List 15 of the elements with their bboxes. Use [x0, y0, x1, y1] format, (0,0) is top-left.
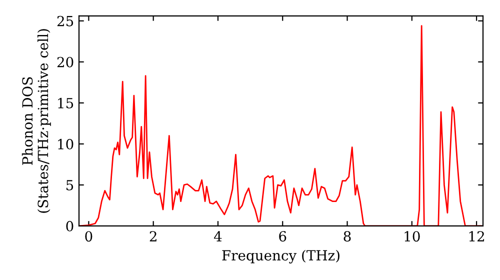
- y-tick-label: 25: [57, 16, 74, 26]
- y-tick-label: 15: [58, 98, 74, 108]
- y-tick-label: 10: [58, 138, 74, 150]
- y-axis-title: Phonon DOS (States/THz·primitive cell): [22, 29, 51, 213]
- x-tick-label: 6: [279, 231, 286, 242]
- y-tick-label: 0: [66, 220, 74, 232]
- x-tick-label: 10: [404, 231, 420, 242]
- y-tick-label: 5: [66, 180, 74, 190]
- x-tick-label: 4: [214, 231, 222, 242]
- y-tick-label: 20: [57, 56, 74, 68]
- x-tick-label: 8: [344, 231, 351, 242]
- x-tick-label: 2: [150, 231, 156, 242]
- x-tick-label: 12: [469, 231, 484, 242]
- x-axis-title: Frequency (THz): [222, 250, 340, 264]
- x-tick-label: 0: [85, 231, 92, 242]
